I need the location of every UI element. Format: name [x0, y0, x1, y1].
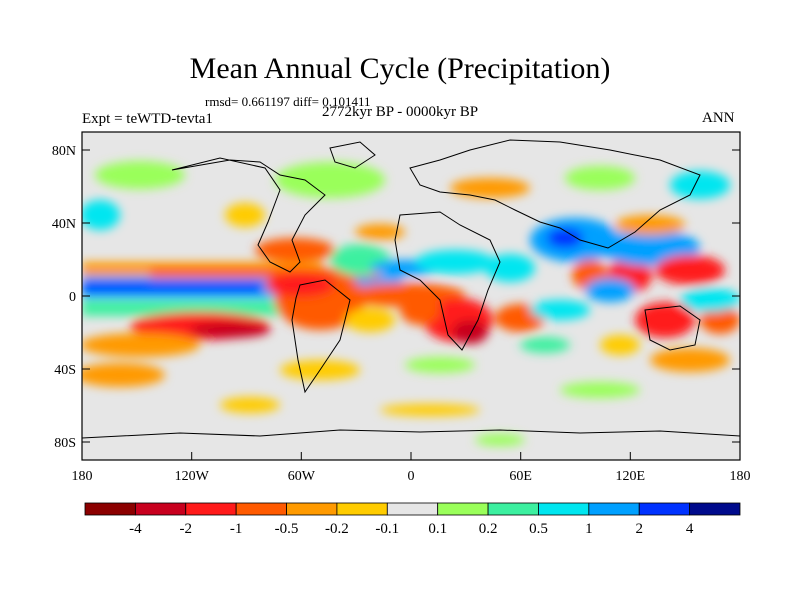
colorbar-label: 2 [635, 521, 643, 537]
lon-label-120w: 120W [175, 469, 210, 484]
colorbar-label: -4 [129, 521, 142, 537]
colorbar-swatch [437, 502, 489, 516]
lat-label-80s: 80S [54, 436, 76, 451]
colorbar-swatch [134, 502, 187, 516]
colorbar-label: -0.5 [275, 521, 299, 537]
lat-label-40s: 40S [54, 363, 76, 378]
lat-label-80n: 80N [52, 144, 76, 159]
stats-text: rmsd= 0.661197 diff= 0.101411 [205, 94, 371, 109]
colorbar-swatch [336, 502, 388, 516]
colorbar-label: -0.1 [375, 521, 399, 537]
colorbar-label: 0.5 [529, 521, 548, 537]
colorbar-label: -0.2 [325, 521, 349, 537]
colorbar-swatch [235, 502, 287, 516]
colorbar-swatch [286, 502, 338, 516]
map-title: Mean Annual Cycle (Precipitation) [189, 52, 611, 85]
lon-label-120e: 120E [616, 469, 646, 484]
colorbar-label: -1 [230, 521, 243, 537]
colorbar-swatch [487, 502, 539, 516]
lat-label-40n: 40N [52, 217, 76, 232]
colorbar-label: 0.2 [479, 521, 498, 537]
colorbar-label: 1 [585, 521, 593, 537]
coastlines [82, 139, 740, 439]
colorbar-label: 0.1 [428, 521, 447, 537]
colorbar-swatch [689, 502, 741, 516]
colorbar-swatch [185, 502, 237, 516]
lat-label-equator: 0 [69, 290, 76, 305]
colorbar-swatch [638, 502, 691, 516]
lon-label-180e: 180 [730, 469, 751, 484]
colorbar-swatch [386, 502, 439, 516]
colorbar-labels: -4 -2 -1 -0.5 -0.2 -0.1 0.1 0.2 0.5 1 2 4 [129, 521, 694, 537]
colorbar [84, 502, 741, 516]
experiment-label: Expt = teWTD-tevta1 [82, 111, 213, 127]
lon-label-0: 0 [408, 469, 415, 484]
colorbar-swatch [588, 502, 640, 516]
lon-label-180w: 180 [72, 469, 93, 484]
lon-label-60e: 60E [509, 469, 532, 484]
lon-label-60w: 60W [288, 469, 316, 484]
colorbar-swatch [84, 502, 136, 516]
colorbar-swatch [538, 502, 590, 516]
colorbar-label: -2 [180, 521, 193, 537]
season-label: ANN [702, 110, 735, 126]
colorbar-label: 4 [686, 521, 694, 537]
period-text: 2772kyr BP - 0000kyr BP [322, 104, 479, 120]
axis-ticks [81, 149, 741, 460]
precipitation-field [82, 139, 740, 446]
